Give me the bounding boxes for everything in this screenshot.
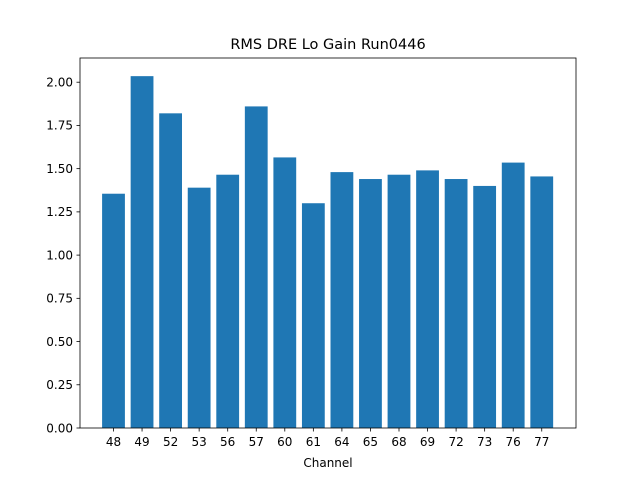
- bar-channel-53: [187, 187, 211, 428]
- bar-channel-68: [387, 174, 411, 428]
- y-tick-label: 2.00: [46, 76, 73, 90]
- bar-channel-60: [273, 157, 297, 429]
- bars-group: [102, 76, 554, 429]
- x-tick-label: 53: [192, 435, 207, 449]
- bar-channel-72: [444, 179, 468, 428]
- bar-channel-69: [416, 170, 439, 428]
- x-tick-label: 57: [249, 435, 264, 449]
- x-tick-label: 61: [306, 435, 321, 449]
- x-tick-label: 49: [134, 435, 149, 449]
- y-tick-label: 1.75: [46, 119, 73, 133]
- x-tick-label: 48: [106, 435, 121, 449]
- x-tick-label: 77: [534, 435, 549, 449]
- y-tick-label: 0.50: [46, 335, 73, 349]
- y-tick-label: 0.00: [46, 421, 73, 435]
- bar-channel-61: [301, 203, 325, 428]
- bar-channel-64: [330, 172, 354, 428]
- x-tick-label: 69: [420, 435, 435, 449]
- x-tick-label: 65: [363, 435, 378, 449]
- bar-channel-56: [216, 174, 240, 428]
- y-tick-label: 1.25: [46, 205, 73, 219]
- bar-channel-65: [359, 179, 382, 428]
- y-tick-label: 0.75: [46, 292, 73, 306]
- y-tick-label: 1.00: [46, 248, 73, 262]
- bar-channel-49: [130, 76, 154, 429]
- plot-frame: [79, 57, 577, 429]
- x-tick-label: 72: [448, 435, 463, 449]
- x-tick-label: 73: [477, 435, 492, 449]
- x-tick-label: 60: [277, 435, 292, 449]
- bar-channel-73: [473, 185, 497, 428]
- x-tick-label: 52: [163, 435, 178, 449]
- plot-background: [80, 58, 576, 428]
- bar-channel-76: [501, 162, 525, 428]
- bar-channel-77: [530, 176, 554, 428]
- x-tick-label: 56: [220, 435, 235, 449]
- bar-channel-52: [159, 113, 182, 428]
- y-tick-label: 0.25: [46, 378, 73, 392]
- x-tick-label: 64: [334, 435, 349, 449]
- x-tick-label: 76: [506, 435, 521, 449]
- y-axis: 0.00 0.25 0.50 0.75 1.00 1.25 1.50 1.75 2.00: [46, 76, 80, 435]
- x-axis: 48 49 52 53 56 57 60 61 64 65 68 69 72 73 76 77: [106, 428, 549, 449]
- x-axis-label: Channel: [303, 456, 352, 470]
- bar-channel-48: [102, 193, 125, 428]
- y-tick-label: 1.50: [46, 162, 73, 176]
- x-tick-label: 68: [391, 435, 406, 449]
- bar-channel-57: [244, 106, 268, 428]
- chart-title: RMS DRE Lo Gain Run0446: [230, 37, 425, 53]
